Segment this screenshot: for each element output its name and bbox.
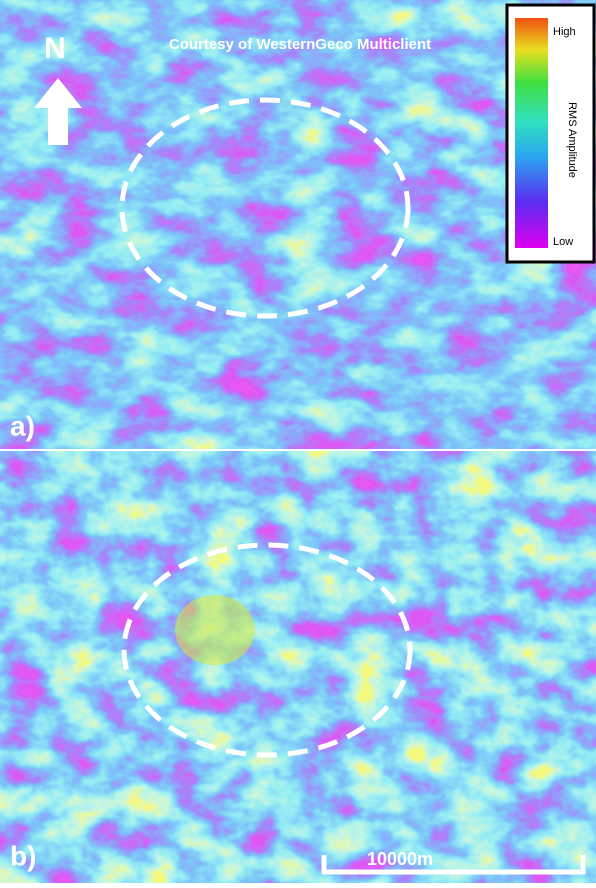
credit: Courtesy of WesternGeco Multiclient	[169, 36, 431, 53]
north-label: N	[44, 32, 66, 65]
panel-label: a)	[10, 410, 35, 441]
legend-low: Low	[553, 236, 573, 248]
page: N Courtesy of WesternGeco Multiclient Hi…	[0, 0, 596, 883]
legend-title: RMS Amplitude	[566, 102, 578, 178]
anomaly	[175, 595, 255, 665]
panel-b-map	[0, 450, 596, 883]
scale-label: 10000m	[367, 849, 433, 869]
colorbar	[515, 18, 548, 248]
legend-high: High	[553, 26, 576, 38]
figure: N Courtesy of WesternGeco Multiclient Hi…	[0, 0, 596, 883]
panel-label: b)	[10, 840, 36, 871]
